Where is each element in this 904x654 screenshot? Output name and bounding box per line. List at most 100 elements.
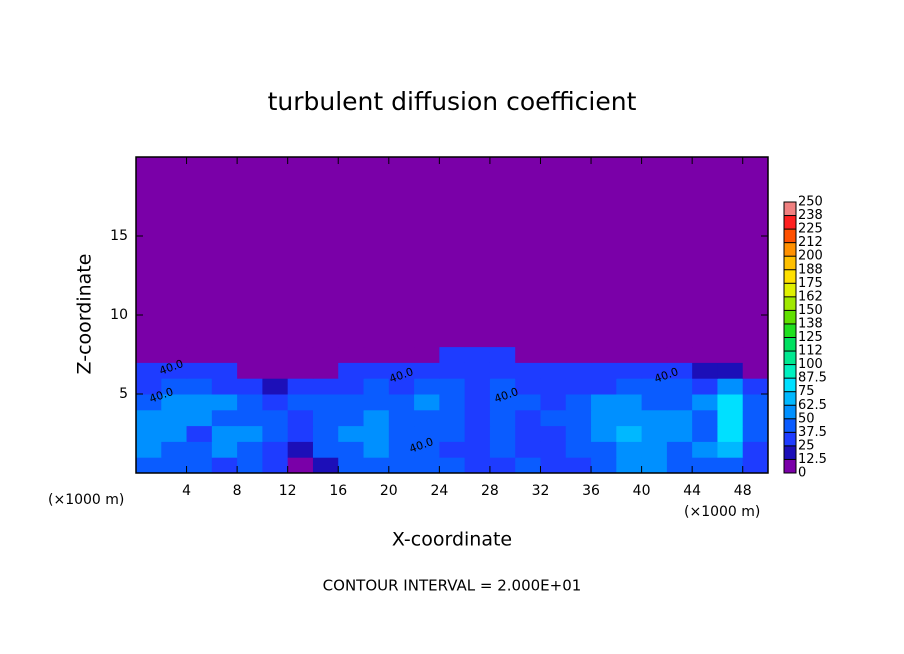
heatmap-cell <box>717 409 744 427</box>
y-tick-label: 15 <box>110 228 128 244</box>
heatmap-cell <box>287 425 314 442</box>
colorbar-label: 150 <box>798 303 823 318</box>
heatmap-cell <box>262 378 289 395</box>
heatmap-cell <box>388 157 415 348</box>
heatmap-cell <box>211 378 238 395</box>
heatmap-cell <box>641 157 668 348</box>
heatmap-cell <box>211 394 238 411</box>
heatmap-cell <box>464 457 491 474</box>
heatmap-cell <box>136 378 162 395</box>
heatmap-cell <box>262 457 289 474</box>
heatmap-cell <box>262 425 289 442</box>
colorbar-band <box>784 459 796 473</box>
heatmap-cell <box>186 457 213 474</box>
colorbar-band <box>784 269 796 284</box>
heatmap-cell <box>515 409 541 427</box>
heatmap-cell <box>363 441 390 458</box>
heatmap-cell <box>616 457 643 474</box>
heatmap-cell <box>515 157 541 348</box>
heatmap-cell <box>338 425 365 442</box>
heatmap-cell <box>388 394 415 411</box>
heatmap-cell <box>186 409 213 427</box>
heatmap-cell <box>161 346 188 363</box>
heatmap-cell <box>489 157 516 348</box>
heatmap-cell <box>338 362 365 379</box>
heatmap-cell <box>464 409 491 427</box>
heatmap-cell <box>742 157 769 348</box>
heatmap-cell <box>489 378 516 395</box>
heatmap-cell <box>262 157 289 348</box>
colorbar-label: 112 <box>798 344 823 359</box>
colorbar-band <box>784 296 796 311</box>
colorbar-label: 175 <box>798 276 823 291</box>
heatmap-cell <box>742 457 769 474</box>
heatmap-cell <box>237 346 263 363</box>
heatmap-cell <box>591 457 617 474</box>
heatmap-cell <box>692 378 718 395</box>
heatmap-cell <box>262 362 289 379</box>
heatmap-cell <box>136 457 162 474</box>
heatmap-cell <box>540 425 567 442</box>
heatmap-cell <box>464 441 491 458</box>
heatmap-cell <box>363 394 390 411</box>
heatmap-cell <box>414 425 440 442</box>
heatmap-cell <box>136 362 162 379</box>
heatmap-cell <box>540 362 567 379</box>
heatmap-cell <box>641 457 668 474</box>
heatmap-cell <box>489 441 516 458</box>
colorbar-band <box>784 337 796 352</box>
heatmap-cell <box>565 457 592 474</box>
colorbar-label: 87.5 <box>798 371 827 386</box>
heatmap-cell <box>439 425 466 442</box>
heatmap-cell <box>262 441 289 458</box>
heatmap-cell <box>161 425 188 442</box>
heatmap-cell <box>363 157 390 348</box>
heatmap-cell <box>161 157 188 348</box>
heatmap-cell <box>211 409 238 427</box>
heatmap-cell <box>540 409 567 427</box>
heatmap-cell <box>489 362 516 379</box>
colorbar-label: 250 <box>798 195 823 210</box>
heatmap-cell <box>641 409 668 427</box>
heatmap-cell <box>692 457 718 474</box>
heatmap-cell <box>211 362 238 379</box>
heatmap-cell <box>565 425 592 442</box>
x-unit: (×1000 m) <box>684 504 760 520</box>
heatmap-cell <box>439 409 466 427</box>
heatmap-cell <box>565 346 592 363</box>
heatmap-cell <box>237 409 263 427</box>
heatmap-cell <box>616 441 643 458</box>
colorbar-band <box>784 310 796 324</box>
heatmap-cell <box>186 157 213 348</box>
colorbar-band <box>784 202 796 216</box>
heatmap-cell <box>515 425 541 442</box>
heatmap-cell <box>414 378 440 395</box>
heatmap-cell <box>717 378 744 395</box>
heatmap-cell <box>414 441 440 458</box>
heatmap-cell <box>641 425 668 442</box>
heatmap-cell <box>489 409 516 427</box>
heatmap-cell <box>287 457 314 474</box>
heatmap-cell <box>363 457 390 474</box>
heatmap-cell <box>666 457 693 474</box>
heatmap-cell <box>717 362 744 379</box>
heatmap-cell <box>338 457 365 474</box>
y-tick-label: 10 <box>110 307 128 323</box>
heatmap-cell <box>363 425 390 442</box>
heatmap-cell <box>186 394 213 411</box>
heatmap-cell <box>489 346 516 363</box>
heatmap-cell <box>439 378 466 395</box>
heatmap-cell <box>489 425 516 442</box>
colorbar-band <box>784 323 796 338</box>
heatmap-cell <box>414 346 440 363</box>
heatmap-cell <box>439 394 466 411</box>
heatmap-cell <box>616 157 643 348</box>
heatmap-cell <box>287 378 314 395</box>
heatmap-cell <box>439 362 466 379</box>
x-tick-label: 16 <box>329 483 347 499</box>
heatmap-cell <box>161 409 188 427</box>
colorbar-label: 25 <box>798 438 815 453</box>
heatmap-cell <box>666 378 693 395</box>
heatmap-cell <box>515 394 541 411</box>
x-tick-label: 12 <box>279 483 297 499</box>
